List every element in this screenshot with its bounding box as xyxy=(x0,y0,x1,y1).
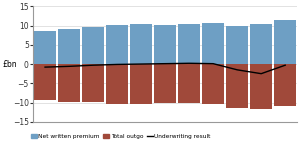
Bar xyxy=(202,23,224,64)
Bar xyxy=(106,25,128,64)
Bar xyxy=(58,64,80,102)
Bar xyxy=(130,64,152,104)
Bar xyxy=(178,24,200,64)
Bar xyxy=(250,24,272,64)
Legend: Net written premium, Total outgo, Underwriting result: Net written premium, Total outgo, Underw… xyxy=(31,134,211,139)
Bar xyxy=(130,24,152,64)
Bar xyxy=(154,64,176,103)
Bar xyxy=(226,64,248,108)
Bar xyxy=(34,31,56,64)
Bar xyxy=(274,64,296,106)
Bar xyxy=(34,64,56,100)
Bar xyxy=(178,64,200,103)
Bar xyxy=(154,25,176,64)
Y-axis label: £bn: £bn xyxy=(3,60,17,69)
Bar xyxy=(226,26,248,64)
Bar xyxy=(82,27,104,64)
Bar xyxy=(250,64,272,110)
Bar xyxy=(82,64,104,102)
Bar xyxy=(58,29,80,64)
Bar xyxy=(274,20,296,64)
Bar xyxy=(202,64,224,104)
Bar xyxy=(106,64,128,104)
